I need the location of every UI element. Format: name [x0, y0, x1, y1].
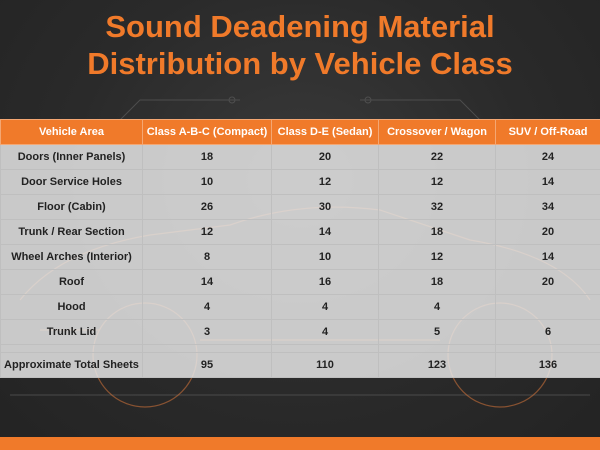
- table-cell: [495, 294, 600, 320]
- table-cell: 16: [271, 269, 379, 295]
- header-suv-offroad: SUV / Off-Road: [495, 119, 600, 145]
- table-cell: 5: [378, 319, 496, 345]
- table-cell: 24: [495, 144, 600, 170]
- table-cell: 14: [271, 219, 379, 245]
- table-cell: 30: [271, 194, 379, 220]
- table-cell: 4: [378, 294, 496, 320]
- total-row: Approximate Total Sheets 95 110 123 136: [0, 352, 600, 378]
- table-cell: 14: [495, 169, 600, 195]
- table-cell: 22: [378, 144, 496, 170]
- table-header-row: Vehicle Area Class A-B-C (Compact) Class…: [0, 119, 600, 145]
- page-title: Sound Deadening Material Distribution by…: [0, 8, 600, 82]
- table-cell: 8: [142, 244, 272, 270]
- header-class-abc: Class A-B-C (Compact): [142, 119, 272, 145]
- table-row: Roof 14 16 18 20: [0, 269, 600, 295]
- row-label: Hood: [0, 294, 143, 320]
- table-cell: 12: [378, 244, 496, 270]
- table-cell: 12: [378, 169, 496, 195]
- table-row: Trunk Lid 3 4 5 6: [0, 319, 600, 345]
- total-cell: 123: [378, 352, 496, 378]
- table-row: Door Service Holes 10 12 12 14: [0, 169, 600, 195]
- row-label: Door Service Holes: [0, 169, 143, 195]
- distribution-table-container: Vehicle Area Class A-B-C (Compact) Class…: [0, 119, 600, 378]
- table-cell: 10: [271, 244, 379, 270]
- table-cell: 26: [142, 194, 272, 220]
- table-cell: 18: [378, 269, 496, 295]
- table-cell: 20: [495, 269, 600, 295]
- distribution-table: Vehicle Area Class A-B-C (Compact) Class…: [0, 119, 600, 378]
- table-cell: 12: [271, 169, 379, 195]
- bottom-accent-bar: [0, 437, 600, 450]
- table-cell: 10: [142, 169, 272, 195]
- total-cell: 136: [495, 352, 600, 378]
- table-cell: 4: [271, 294, 379, 320]
- table-cell: 34: [495, 194, 600, 220]
- row-label: Doors (Inner Panels): [0, 144, 143, 170]
- row-label: Trunk Lid: [0, 319, 143, 345]
- table-cell: 4: [142, 294, 272, 320]
- table-cell: 14: [495, 244, 600, 270]
- header-vehicle-area: Vehicle Area: [0, 119, 143, 145]
- table-row: Trunk / Rear Section 12 14 18 20: [0, 219, 600, 245]
- table-cell: 12: [142, 219, 272, 245]
- table-spacer-row: [0, 344, 600, 353]
- table-cell: 6: [495, 319, 600, 345]
- table-row: Floor (Cabin) 26 30 32 34: [0, 194, 600, 220]
- table-cell: 20: [271, 144, 379, 170]
- header-crossover-wagon: Crossover / Wagon: [378, 119, 496, 145]
- table-row: Doors (Inner Panels) 18 20 22 24: [0, 144, 600, 170]
- table-cell: 4: [271, 319, 379, 345]
- row-label: Trunk / Rear Section: [0, 219, 143, 245]
- row-label: Wheel Arches (Interior): [0, 244, 143, 270]
- row-label: Floor (Cabin): [0, 194, 143, 220]
- total-cell: 110: [271, 352, 379, 378]
- table-cell: 18: [142, 144, 272, 170]
- table-row: Wheel Arches (Interior) 8 10 12 14: [0, 244, 600, 270]
- table-cell: 18: [378, 219, 496, 245]
- table-cell: 32: [378, 194, 496, 220]
- total-row-label: Approximate Total Sheets: [0, 352, 143, 378]
- table-cell: 20: [495, 219, 600, 245]
- table-cell: 3: [142, 319, 272, 345]
- title-line-2: Distribution by Vehicle Class: [87, 46, 513, 81]
- table-row: Hood 4 4 4: [0, 294, 600, 320]
- table-cell: 14: [142, 269, 272, 295]
- total-cell: 95: [142, 352, 272, 378]
- title-line-1: Sound Deadening Material: [105, 9, 495, 44]
- header-class-de: Class D-E (Sedan): [271, 119, 379, 145]
- row-label: Roof: [0, 269, 143, 295]
